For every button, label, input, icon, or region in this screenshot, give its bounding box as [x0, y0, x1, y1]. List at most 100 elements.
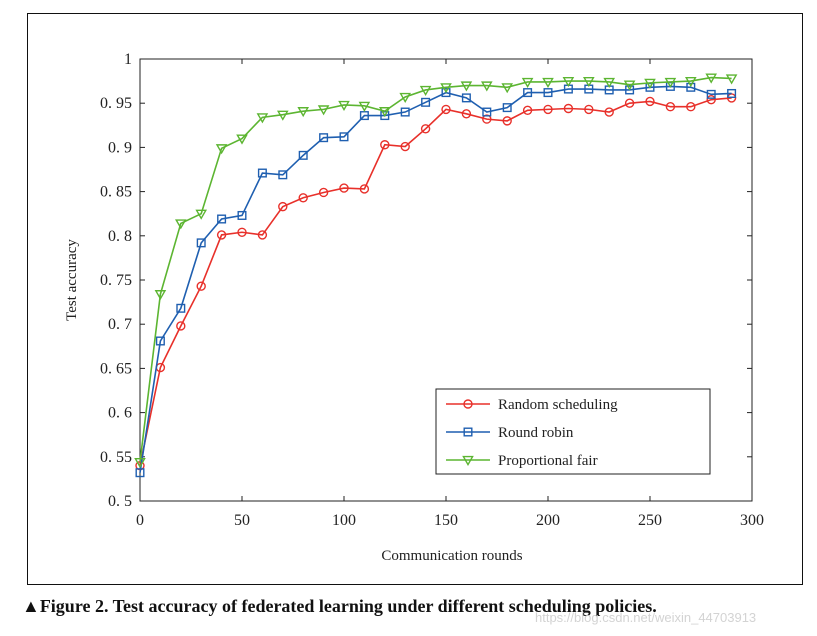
figure-frame	[27, 13, 803, 585]
data-point-random-scheduling	[665, 102, 676, 112]
data-point-round-robin	[727, 88, 737, 98]
data-point-random-scheduling	[441, 104, 451, 115]
data-point-proportional-fair	[338, 100, 350, 111]
legend-swatch-marker	[462, 455, 474, 467]
data-point-random-scheduling	[563, 103, 574, 114]
data-point-random-scheduling	[420, 124, 431, 134]
y-axis: 0. 5 0. 55 0. 6 0. 65 0. 7 0. 75 0. 8 0. 85 0. 9…	[100, 51, 752, 510]
data-point-round-robin	[686, 82, 696, 92]
legend-label: Random scheduling	[498, 397, 618, 413]
data-point-round-robin	[441, 88, 451, 98]
x-tick-label: 250	[638, 512, 662, 529]
legend-entry-random-scheduling: Random scheduling	[446, 397, 618, 413]
data-point-proportional-fair	[460, 81, 473, 92]
data-point-proportional-fair	[399, 92, 412, 104]
data-point-proportional-fair	[236, 134, 248, 145]
legend-label: Round robin	[498, 425, 574, 441]
data-point-random-scheduling	[380, 140, 390, 150]
legend-entry-round-robin: Round robin	[446, 425, 574, 441]
data-point-round-robin	[257, 168, 267, 178]
data-point-proportional-fair	[378, 107, 391, 118]
data-point-proportional-fair	[562, 76, 575, 88]
x-tick-label: 200	[536, 512, 560, 529]
data-point-proportional-fair	[358, 101, 371, 112]
data-point-round-robin	[155, 336, 165, 346]
chart: 0 50 100 150 200 250 300 0. 50. 550. 60. 650. …	[64, 51, 764, 564]
data-point-proportional-fair	[215, 144, 228, 155]
data-point-proportional-fair	[705, 73, 718, 84]
data-point-round-robin	[217, 214, 227, 224]
y-tick-label: 1	[124, 51, 132, 68]
data-point-proportional-fair	[623, 80, 636, 91]
series-proportional-fair	[134, 73, 738, 469]
data-point-proportional-fair	[664, 77, 677, 88]
data-point-proportional-fair	[256, 113, 269, 124]
data-point-round-robin	[543, 88, 553, 98]
data-point-random-scheduling	[196, 281, 206, 291]
data-point-proportional-fair	[480, 81, 493, 92]
legend-swatch-marker	[463, 399, 473, 409]
data-point-proportional-fair	[276, 110, 289, 121]
data-point-round-robin	[135, 468, 145, 478]
data-point-proportional-fair	[725, 74, 738, 85]
data-point-random-scheduling	[318, 187, 329, 198]
series-round-robin	[135, 81, 737, 478]
data-point-proportional-fair	[174, 219, 187, 230]
data-point-random-scheduling	[522, 105, 533, 115]
y-axis-label: Test accuracy	[64, 239, 80, 321]
data-point-round-robin	[502, 103, 512, 113]
data-point-random-scheduling	[257, 230, 268, 240]
data-point-proportional-fair	[521, 77, 534, 88]
x-tick-label: 0	[136, 512, 144, 529]
data-point-random-scheduling	[278, 201, 288, 212]
watermark: https://blog.csdn.net/weixin_44703913	[535, 610, 757, 625]
data-point-proportional-fair	[317, 105, 330, 116]
data-point-proportional-fair	[501, 83, 514, 94]
data-point-random-scheduling	[216, 230, 227, 240]
data-point-round-robin	[625, 85, 635, 95]
data-point-random-scheduling	[604, 107, 614, 117]
data-point-random-scheduling	[298, 193, 308, 203]
y-tick-label: 0. 75	[100, 272, 132, 289]
y-tick-label: 0. 95	[100, 95, 132, 112]
data-point-round-robin	[461, 93, 471, 103]
data-point-proportional-fair	[684, 76, 697, 88]
x-axis: 0 50 100 150 200 250 300	[136, 59, 764, 529]
data-point-random-scheduling	[482, 114, 492, 124]
y-tick-label: 0. 9	[108, 139, 132, 156]
legend: Random scheduling Round robin Proportional…	[435, 388, 711, 475]
data-point-random-scheduling	[176, 321, 186, 331]
y-tick-label: 0. 7	[108, 316, 132, 333]
data-point-random-scheduling	[706, 94, 716, 105]
x-tick-label: 150	[434, 512, 458, 529]
data-point-proportional-fair	[644, 78, 656, 89]
y-tick-label: 0. 65	[100, 360, 132, 377]
data-point-proportional-fair	[603, 77, 616, 88]
legend-entry-proportional-fair: Proportional fair	[446, 453, 598, 469]
data-point-proportional-fair	[154, 290, 167, 301]
y-tick-label: 0. 8	[108, 228, 132, 245]
data-point-proportional-fair	[582, 76, 595, 88]
data-point-round-robin	[421, 97, 431, 107]
data-point-round-robin	[523, 88, 533, 98]
legend-label: Proportional fair	[498, 453, 598, 469]
figure-caption: ▲Figure 2. Test accuracy of federated le…	[22, 596, 657, 616]
data-point-round-robin	[278, 170, 288, 180]
data-point-random-scheduling	[339, 183, 349, 193]
data-point-round-robin	[706, 89, 716, 99]
data-point-round-robin	[482, 107, 492, 117]
data-point-proportional-fair	[542, 77, 554, 88]
data-point-round-robin	[400, 107, 410, 117]
data-point-round-robin	[319, 133, 329, 143]
data-point-random-scheduling	[400, 141, 410, 152]
data-point-proportional-fair	[134, 458, 146, 469]
x-tick-label: 300	[740, 512, 764, 529]
data-point-random-scheduling	[502, 116, 512, 126]
data-point-proportional-fair	[440, 83, 452, 94]
data-point-random-scheduling	[686, 102, 696, 112]
data-point-round-robin	[176, 303, 186, 313]
y-tick-label: 0. 55	[100, 449, 132, 466]
data-point-round-robin	[298, 150, 308, 160]
data-point-round-robin	[237, 210, 247, 220]
data-point-proportional-fair	[195, 209, 208, 220]
